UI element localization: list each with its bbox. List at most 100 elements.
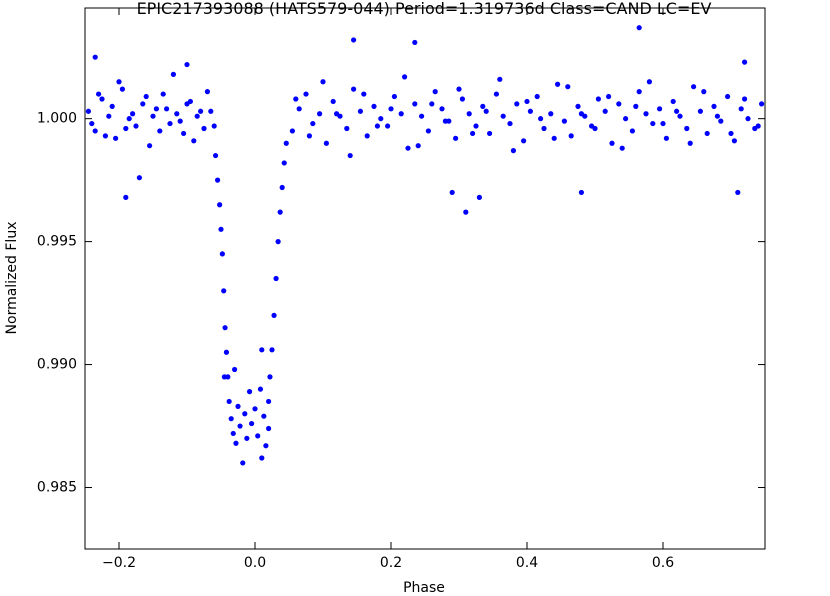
data-point bbox=[204, 89, 210, 95]
data-point bbox=[731, 138, 738, 144]
data-point bbox=[361, 91, 367, 97]
data-point bbox=[538, 116, 544, 122]
data-point bbox=[267, 374, 273, 380]
data-point bbox=[102, 133, 108, 139]
data-point bbox=[244, 435, 250, 441]
data-point bbox=[745, 116, 751, 122]
data-point bbox=[742, 96, 748, 102]
data-point bbox=[483, 108, 489, 114]
data-point bbox=[497, 76, 503, 82]
data-point bbox=[541, 125, 547, 132]
data-point bbox=[283, 140, 289, 146]
data-point bbox=[711, 103, 717, 109]
data-point bbox=[181, 130, 187, 137]
data-point bbox=[334, 111, 340, 117]
data-point bbox=[215, 177, 221, 183]
data-point bbox=[219, 251, 225, 257]
data-point bbox=[266, 398, 272, 405]
data-point bbox=[233, 440, 239, 446]
data-point bbox=[487, 130, 493, 137]
data-point bbox=[230, 430, 236, 437]
data-point bbox=[657, 106, 663, 112]
data-point bbox=[211, 123, 217, 129]
data-point bbox=[493, 91, 499, 97]
data-point bbox=[249, 420, 255, 427]
data-point bbox=[226, 398, 232, 405]
data-point bbox=[548, 111, 554, 117]
data-point bbox=[221, 288, 227, 294]
y-tick-label: 1.000 bbox=[37, 111, 77, 127]
data-point bbox=[646, 79, 653, 85]
data-point bbox=[575, 103, 581, 109]
data-point bbox=[364, 133, 370, 139]
data-point bbox=[357, 108, 363, 114]
data-point bbox=[351, 86, 357, 92]
data-point bbox=[310, 120, 316, 127]
data-point bbox=[133, 123, 139, 129]
data-point bbox=[432, 89, 438, 95]
data-point bbox=[116, 79, 122, 85]
data-point bbox=[398, 111, 404, 117]
data-point bbox=[201, 125, 207, 132]
data-point bbox=[232, 366, 238, 373]
data-point bbox=[263, 443, 269, 449]
data-point bbox=[609, 140, 615, 146]
x-tick-label: 0.6 bbox=[652, 555, 674, 571]
data-point bbox=[687, 140, 693, 146]
data-point bbox=[123, 125, 129, 132]
data-point bbox=[160, 91, 166, 97]
data-point bbox=[480, 103, 486, 109]
data-point bbox=[718, 118, 724, 124]
data-point bbox=[402, 74, 408, 80]
data-point bbox=[500, 113, 506, 119]
data-point bbox=[419, 113, 425, 119]
data-point bbox=[99, 96, 105, 102]
data-point bbox=[242, 411, 248, 417]
x-tick-label: −0.2 bbox=[102, 555, 136, 571]
data-point bbox=[606, 93, 612, 100]
data-point bbox=[697, 108, 704, 114]
data-point bbox=[252, 406, 258, 412]
data-point bbox=[415, 143, 421, 149]
y-axis-label: Normalized Flux bbox=[4, 222, 20, 335]
data-point bbox=[261, 413, 267, 419]
data-point bbox=[228, 416, 234, 422]
data-point bbox=[184, 101, 190, 107]
data-point bbox=[629, 128, 636, 134]
data-point bbox=[510, 148, 516, 154]
data-point bbox=[289, 128, 295, 134]
data-point bbox=[198, 108, 204, 114]
data-point bbox=[463, 209, 469, 215]
data-point bbox=[439, 106, 445, 112]
data-point bbox=[167, 120, 173, 127]
data-point bbox=[412, 101, 418, 107]
data-point bbox=[412, 39, 418, 46]
data-point bbox=[466, 111, 472, 117]
data-point bbox=[235, 403, 241, 409]
data-point bbox=[109, 103, 115, 109]
data-point bbox=[85, 108, 91, 114]
data-point bbox=[735, 189, 741, 196]
data-point bbox=[212, 152, 219, 159]
data-point bbox=[643, 111, 649, 117]
data-point bbox=[602, 108, 608, 114]
data-point bbox=[221, 374, 227, 380]
data-point bbox=[177, 118, 183, 124]
data-point bbox=[565, 84, 571, 90]
data-point bbox=[279, 184, 285, 191]
data-point bbox=[344, 125, 350, 132]
data-point bbox=[303, 91, 309, 97]
data-point bbox=[521, 138, 527, 144]
data-point bbox=[194, 113, 200, 119]
data-point bbox=[153, 106, 159, 112]
data-point bbox=[119, 86, 125, 92]
data-point bbox=[374, 123, 380, 129]
data-point bbox=[130, 111, 136, 117]
data-point bbox=[677, 113, 683, 119]
data-point bbox=[636, 25, 642, 31]
data-point bbox=[147, 143, 153, 149]
data-point bbox=[636, 89, 642, 95]
data-point bbox=[551, 135, 557, 141]
data-point bbox=[725, 93, 731, 100]
